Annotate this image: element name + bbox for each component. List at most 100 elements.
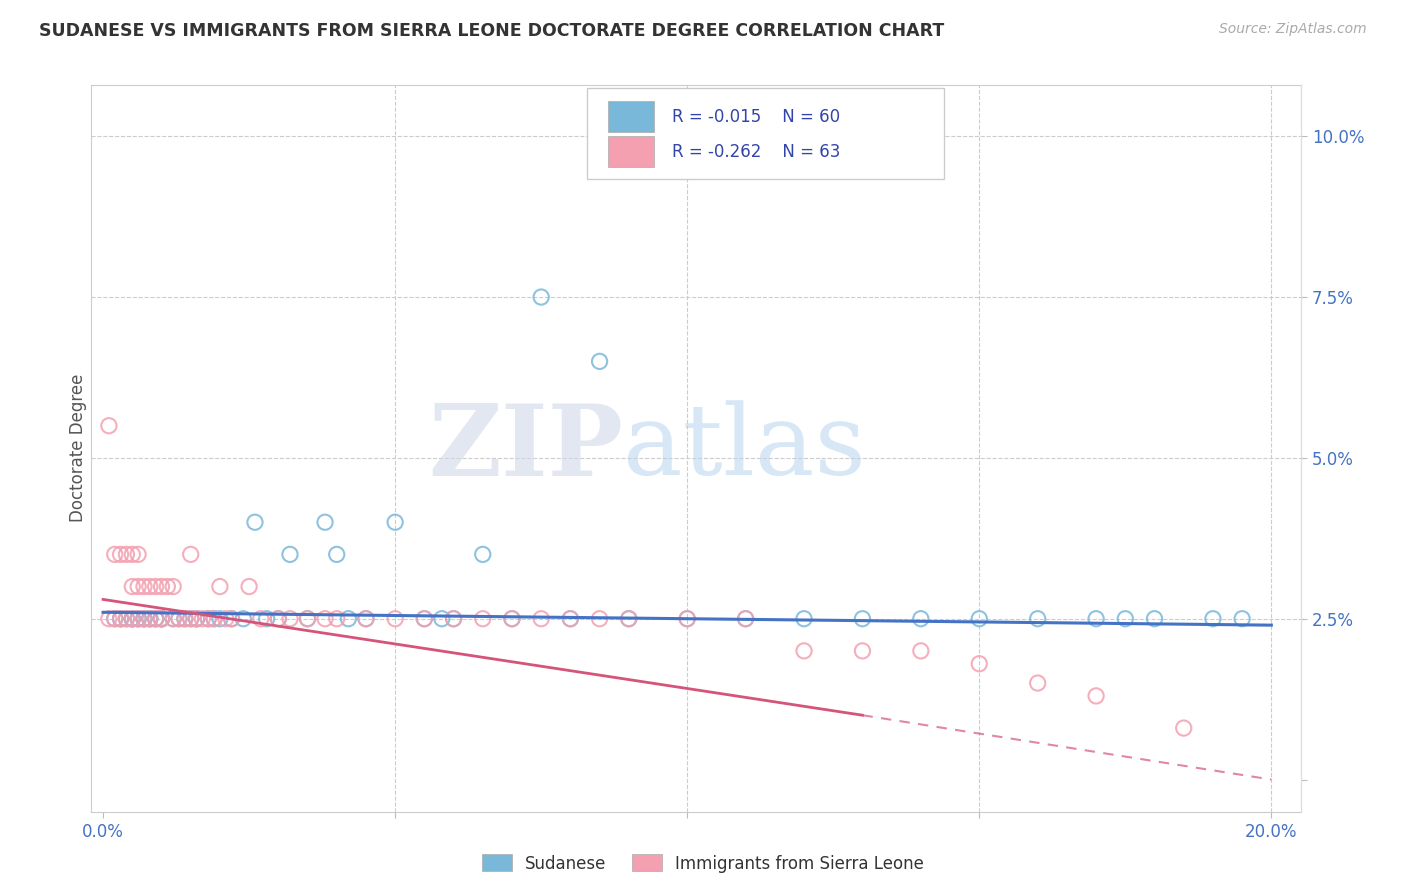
Point xyxy=(186,612,208,626)
Point xyxy=(110,612,132,626)
Point xyxy=(110,612,132,626)
Point xyxy=(110,548,132,562)
Text: SUDANESE VS IMMIGRANTS FROM SIERRA LEONE DOCTORATE DEGREE CORRELATION CHART: SUDANESE VS IMMIGRANTS FROM SIERRA LEONE… xyxy=(39,22,945,40)
Point xyxy=(110,612,132,626)
Point xyxy=(256,612,278,626)
Point xyxy=(162,612,184,626)
Point xyxy=(1202,612,1225,626)
Point xyxy=(104,548,127,562)
Point xyxy=(325,548,347,562)
Point xyxy=(127,548,149,562)
Point xyxy=(150,612,173,626)
Legend: Sudanese, Immigrants from Sierra Leone: Sudanese, Immigrants from Sierra Leone xyxy=(475,847,931,880)
Point xyxy=(127,612,149,626)
Point xyxy=(208,580,231,594)
Point xyxy=(127,612,149,626)
Point xyxy=(443,612,465,626)
Point xyxy=(197,612,219,626)
Point xyxy=(232,612,254,626)
Text: R = -0.262    N = 63: R = -0.262 N = 63 xyxy=(672,143,841,161)
Point xyxy=(325,612,347,626)
Point xyxy=(851,612,873,626)
Point xyxy=(1085,689,1108,703)
Point xyxy=(560,612,582,626)
Point xyxy=(150,612,173,626)
Point xyxy=(413,612,436,626)
Point xyxy=(121,548,143,562)
Point xyxy=(1026,612,1049,626)
Text: atlas: atlas xyxy=(623,401,866,496)
Point xyxy=(793,612,815,626)
Point xyxy=(145,612,167,626)
Point xyxy=(501,612,523,626)
Point xyxy=(132,580,155,594)
Point xyxy=(132,612,155,626)
Point xyxy=(180,612,202,626)
Point xyxy=(617,612,640,626)
Point xyxy=(115,548,138,562)
Point xyxy=(910,612,932,626)
Point xyxy=(121,612,143,626)
Point xyxy=(145,612,167,626)
Point xyxy=(150,580,173,594)
FancyBboxPatch shape xyxy=(588,88,943,179)
Point xyxy=(501,612,523,626)
Point xyxy=(238,580,260,594)
Point xyxy=(560,612,582,626)
Point xyxy=(851,644,873,658)
Point xyxy=(910,644,932,658)
Point xyxy=(139,612,162,626)
Point xyxy=(104,612,127,626)
Point xyxy=(1173,721,1195,735)
Point xyxy=(97,418,120,433)
Point xyxy=(150,612,173,626)
Point xyxy=(150,612,173,626)
Point xyxy=(202,612,225,626)
Point xyxy=(121,612,143,626)
Point xyxy=(354,612,377,626)
Point xyxy=(1114,612,1136,626)
Point xyxy=(676,612,699,626)
Point xyxy=(384,515,406,529)
Point xyxy=(186,612,208,626)
Point xyxy=(121,612,143,626)
Point xyxy=(793,644,815,658)
Point xyxy=(267,612,290,626)
Point xyxy=(186,612,208,626)
Point xyxy=(121,612,143,626)
Point xyxy=(1085,612,1108,626)
Point xyxy=(530,612,553,626)
Point xyxy=(734,612,756,626)
Point xyxy=(530,290,553,304)
Point xyxy=(430,612,453,626)
Point xyxy=(278,548,301,562)
Point xyxy=(354,612,377,626)
Point xyxy=(197,612,219,626)
Text: ZIP: ZIP xyxy=(429,400,623,497)
Point xyxy=(588,612,610,626)
Point xyxy=(167,612,190,626)
Point xyxy=(115,612,138,626)
Point xyxy=(443,612,465,626)
Point xyxy=(139,612,162,626)
Point xyxy=(121,580,143,594)
Point xyxy=(132,612,155,626)
Point xyxy=(139,612,162,626)
Text: Source: ZipAtlas.com: Source: ZipAtlas.com xyxy=(1219,22,1367,37)
Point xyxy=(413,612,436,626)
Point xyxy=(1230,612,1253,626)
Point xyxy=(202,612,225,626)
Point xyxy=(180,548,202,562)
Point xyxy=(167,612,190,626)
Point xyxy=(162,580,184,594)
Y-axis label: Doctorate Degree: Doctorate Degree xyxy=(69,374,87,523)
Point xyxy=(208,612,231,626)
Point xyxy=(191,612,214,626)
Point xyxy=(314,515,336,529)
Point xyxy=(471,548,494,562)
Point xyxy=(384,612,406,626)
Point xyxy=(471,612,494,626)
Point xyxy=(1026,676,1049,690)
Point xyxy=(337,612,360,626)
Point xyxy=(221,612,243,626)
